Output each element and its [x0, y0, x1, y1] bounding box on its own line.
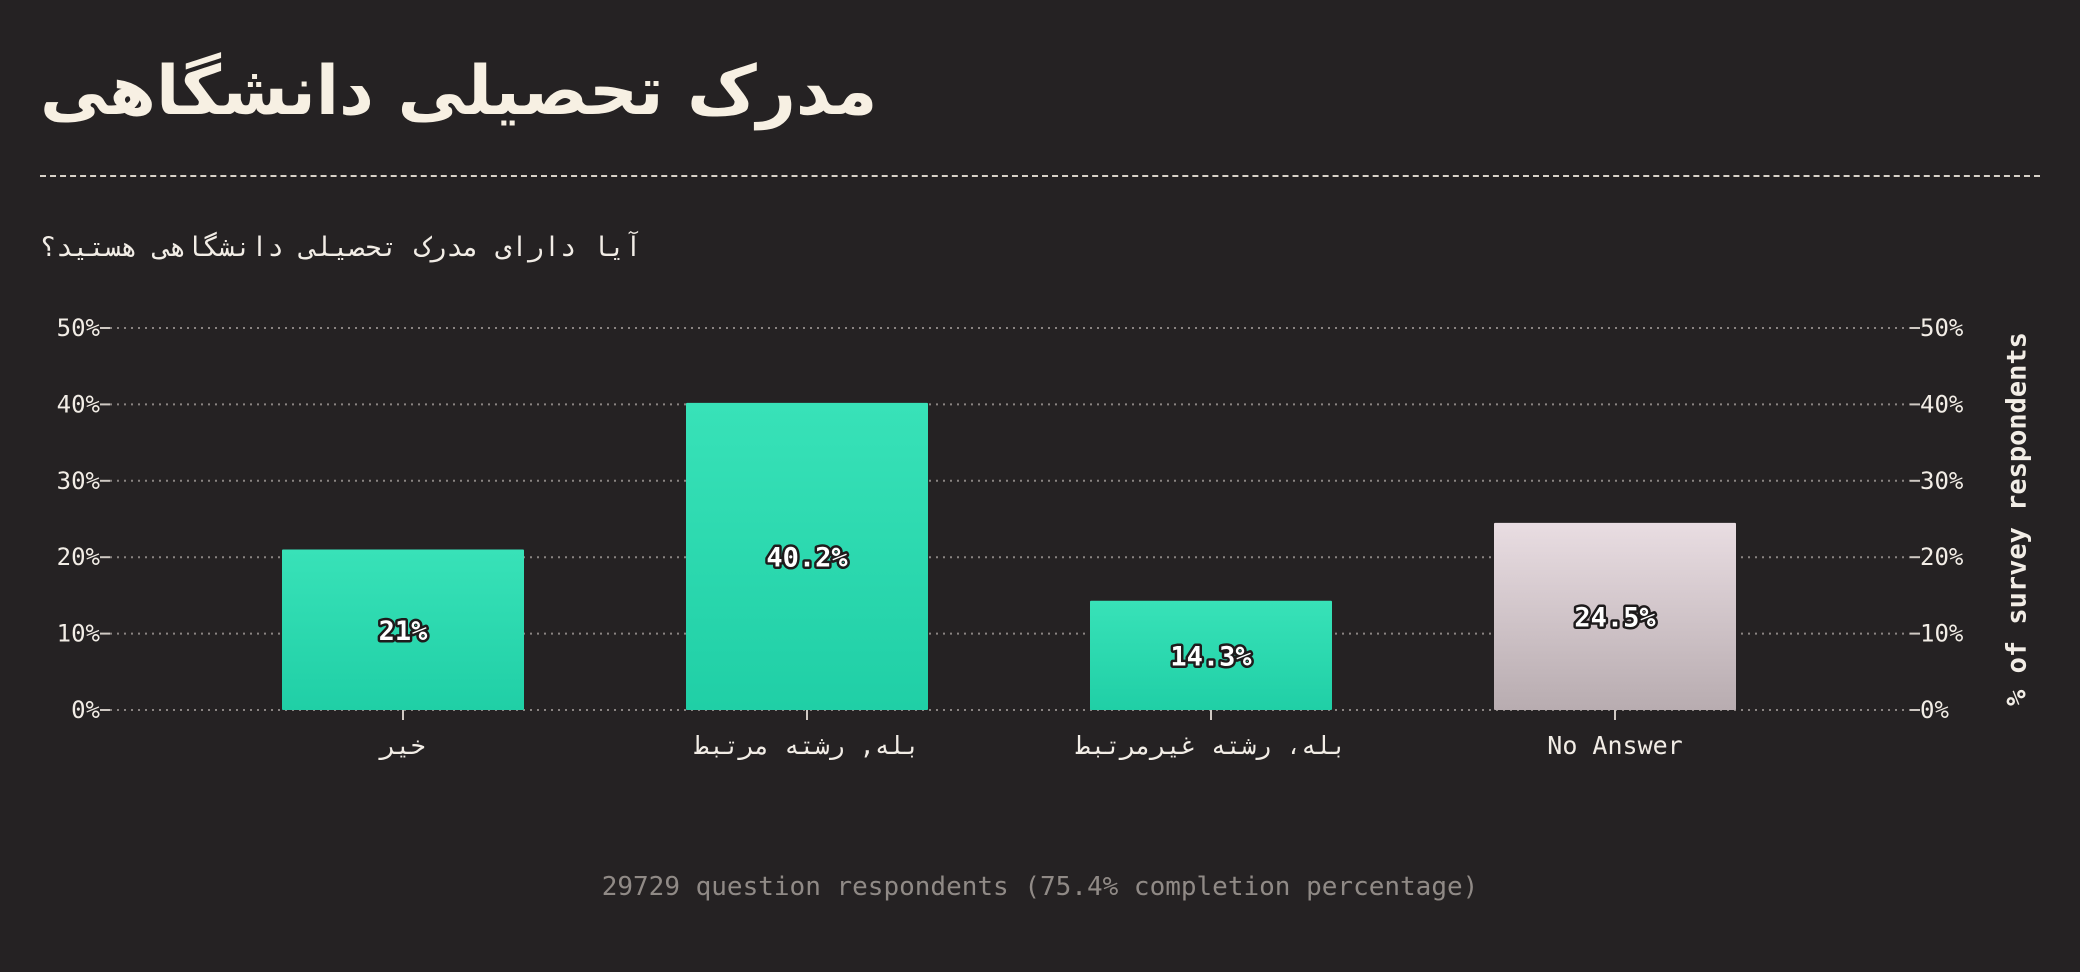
y-tick-label-left: 30%: [57, 467, 101, 495]
bar-value-label: 24.5%: [1574, 602, 1656, 633]
y-tick-label-right: 50%: [1920, 314, 1964, 342]
chart-subtitle: آیا دارای مدرک تحصیلی دانشگاهی هستید؟: [40, 232, 642, 263]
y-tick-label-left: 0%: [71, 696, 100, 724]
y-tick-label-left: 20%: [57, 543, 101, 571]
chart-title: مدرک تحصیلی دانشگاهی: [40, 52, 878, 131]
bar-chart: 0% 0% 10% 10% 20% 20% 30% 30% 40% 40% 50% 50% 21% 40…: [57, 314, 2033, 760]
x-category-label: No Answer: [1547, 731, 1682, 760]
y-tick-label-left: 40%: [57, 390, 101, 418]
bar-labels: 21% 40.2% 14.3% 24.5%: [376, 540, 1659, 675]
y-tick-label-right: 10%: [1920, 620, 1964, 648]
bar: [1494, 522, 1736, 710]
bar: [282, 549, 524, 710]
bar: [1090, 600, 1332, 710]
y-tick-label-right: 20%: [1920, 543, 1964, 571]
bar-value-label: 21%: [379, 616, 429, 647]
x-axis-categories: خیر بله, رشته مرتبط بله، رشته غیرمرتبط No A…: [378, 710, 1683, 760]
x-category-label: بله، رشته غیرمرتبط: [1076, 731, 1347, 760]
y-tick-label-left: 10%: [57, 620, 101, 648]
bars: [282, 402, 1736, 710]
bar: [686, 402, 928, 710]
y-tick-label-right: 40%: [1920, 390, 1964, 418]
y-tick-label-right: 30%: [1920, 467, 1964, 495]
respondents-footnote: 29729 question respondents (75.4% comple…: [601, 872, 1479, 902]
y-tick-label-left: 50%: [57, 314, 101, 342]
y-axis-title: % of survey respondents: [2002, 332, 2033, 706]
x-category-label: خیر: [378, 731, 425, 760]
x-category-label: بله, رشته مرتبط: [694, 731, 920, 760]
bar-value-label: 14.3%: [1170, 641, 1252, 672]
bar-value-label: 40.2%: [766, 542, 848, 573]
y-tick-label-right: 0%: [1920, 696, 1949, 724]
y-axis-ticks: 0% 0% 10% 10% 20% 20% 30% 30% 40% 40% 50% 50%: [57, 314, 1964, 724]
title-divider: [40, 175, 2040, 177]
